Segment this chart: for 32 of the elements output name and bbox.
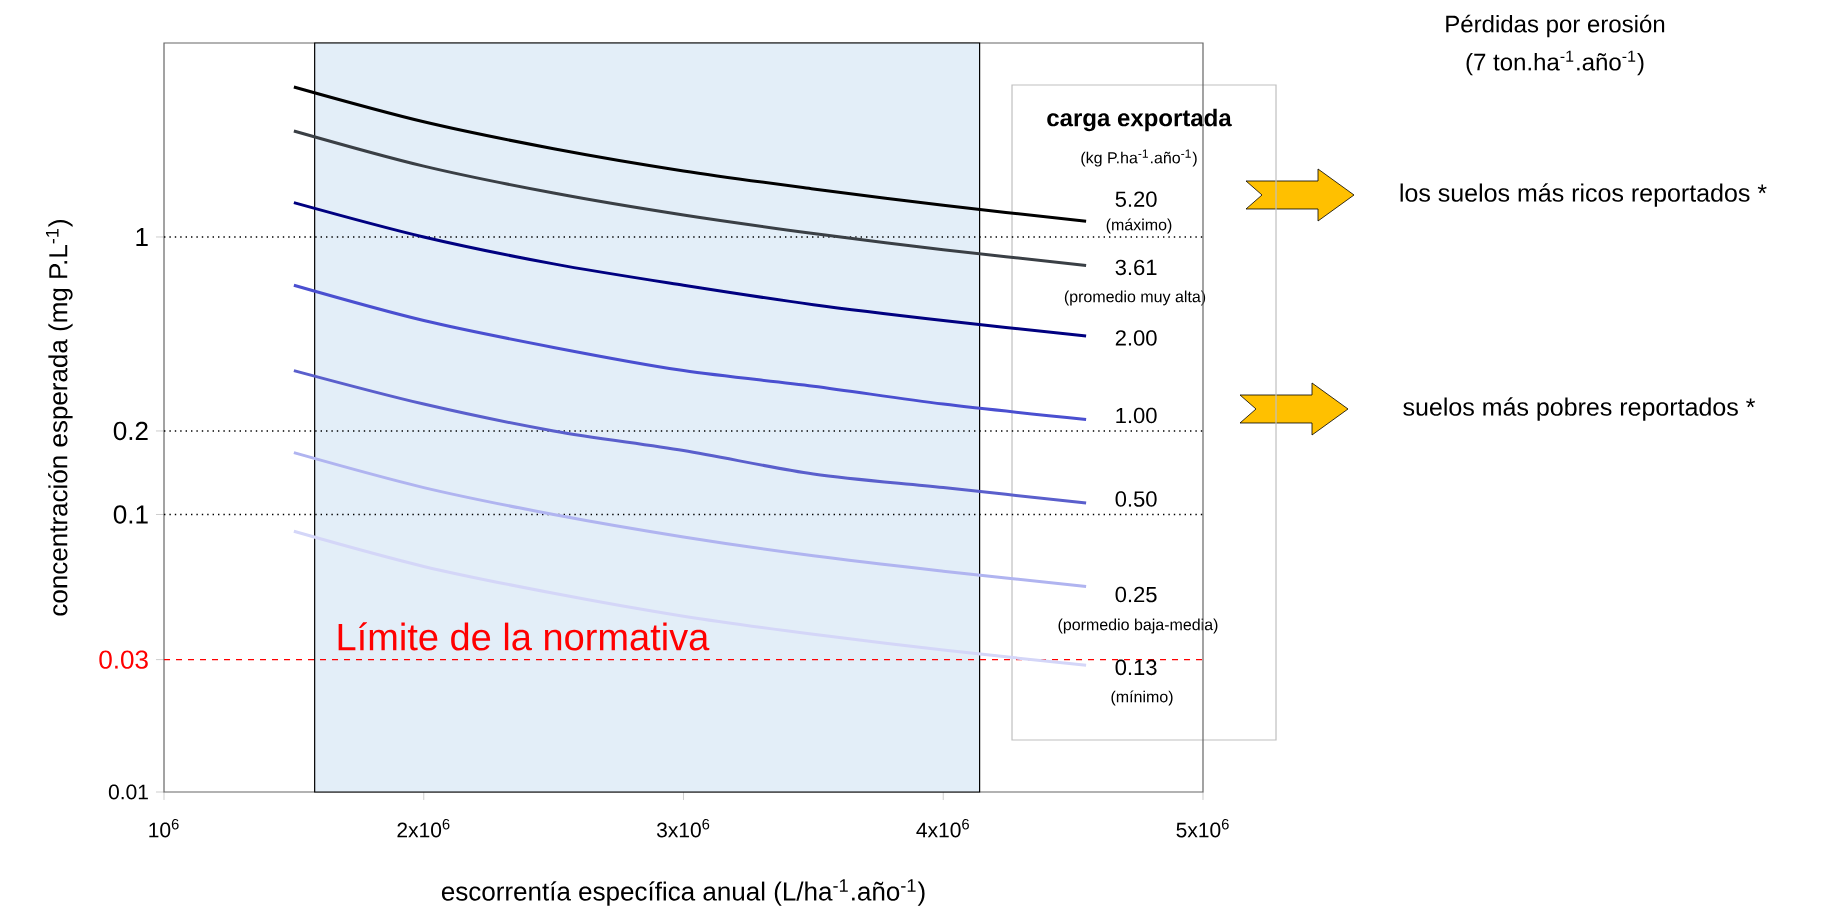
annotation: (promedio muy alta) (1064, 290, 1206, 306)
annotation: (kg P.ha$^{-1}$.año$^{-1}$) (1081, 149, 1197, 167)
y-tick-label: 0.03 (99, 650, 148, 669)
y-tick-label: 0.1 (113, 505, 148, 524)
series-label: 0.50 (1115, 491, 1157, 507)
series-label: 3.61 (1115, 259, 1157, 276)
series-label: 1.00 (1116, 407, 1157, 424)
x-axis-title: escorrentía específica anual (L/ha$^{-1}$.año$^{-1}$) (441, 879, 925, 906)
y-axis-title: concentración esperada (mg P.L$^{-1}$) (45, 219, 73, 616)
x-tick-label: 4x10$^{6}$ (916, 819, 969, 838)
x-tick-label: 5x10$^{6}$ (1176, 819, 1229, 838)
line-series (292, 369, 1088, 505)
line-series (292, 451, 1088, 589)
series-label: 0.13 (1115, 659, 1157, 676)
text: (7 ton.ha$^{-1}$.año$^{-1}$) (1466, 50, 1644, 76)
x-tick-label: 3x10$^{6}$ (656, 819, 710, 838)
y-tick-label: 1 (136, 228, 148, 246)
x-tick-label: 10$^{6}$ (149, 819, 179, 838)
annotation: (pormedio baja-media) (1058, 618, 1218, 634)
y-tick-label: 0.2 (113, 421, 148, 441)
text: Pérdidas por erosión (1446, 14, 1665, 38)
ref-line-label: Límite de la normativa (338, 622, 710, 651)
text: suelos más pobres reportados * (1403, 397, 1756, 421)
annotation: (mínimo) (1111, 690, 1173, 706)
series-label: 5.20 (1115, 191, 1157, 207)
series-label: 0.25 (1115, 586, 1157, 603)
legend-title: carga exportada (1047, 108, 1232, 132)
text: los suelos más ricos reportados * (1400, 183, 1767, 207)
series-label: 2.00 (1115, 330, 1157, 346)
y-tick-label: 0.01 (108, 784, 148, 800)
annotation: (máximo) (1106, 218, 1172, 234)
x-tick-label: 2x10$^{6}$ (397, 819, 450, 838)
